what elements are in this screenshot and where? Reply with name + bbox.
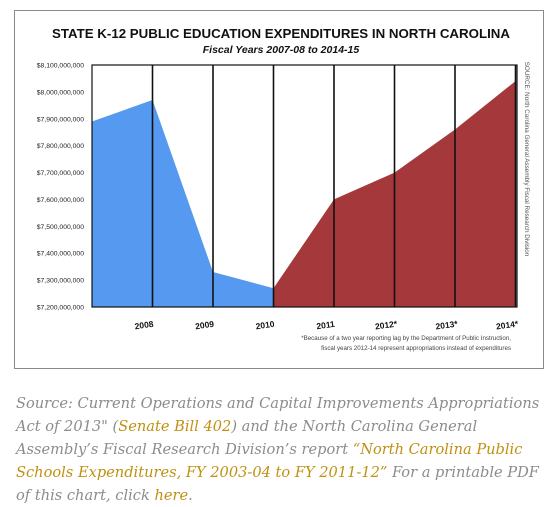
y-tick-label: $7,600,000,000 xyxy=(37,197,84,204)
source-note: SOURCE: North Carolina General Assembly … xyxy=(523,62,530,257)
y-tick-label: $7,300,000,000 xyxy=(37,278,84,285)
y-tick-label: $7,700,000,000 xyxy=(37,170,84,177)
x-tick-label: 2010 xyxy=(255,319,275,332)
y-axis: $7,200,000,000 $7,300,000,000 $7,400,000,0… xyxy=(37,63,84,312)
x-tick-label: 2011 xyxy=(316,319,336,332)
plot-area xyxy=(92,65,517,307)
footnote-line-1: *Because of a two year reporting lag by … xyxy=(301,335,511,342)
y-tick-label: $8,000,000,000 xyxy=(37,89,84,96)
caption-text-4: . xyxy=(188,487,193,504)
chart-svg: STATE K-12 PUBLIC EDUCATION EXPENDITURES… xyxy=(15,11,543,368)
x-axis: 2008 2009 2010 2011 2012* 2013* 2014* xyxy=(134,318,519,331)
senate-bill-link[interactable]: Senate Bill 402 xyxy=(118,418,231,435)
x-tick-label: 2008 xyxy=(134,319,154,332)
y-tick-label: $7,500,000,000 xyxy=(37,224,84,231)
chart-frame: STATE K-12 PUBLIC EDUCATION EXPENDITURES… xyxy=(14,10,544,369)
y-tick-label: $7,200,000,000 xyxy=(37,305,84,312)
x-tick-label: 2009 xyxy=(195,319,215,332)
y-tick-label: $7,400,000,000 xyxy=(37,251,84,258)
chart-title: STATE K-12 PUBLIC EDUCATION EXPENDITURES… xyxy=(52,26,510,41)
pdf-here-link[interactable]: here xyxy=(154,487,188,504)
y-tick-label: $8,100,000,000 xyxy=(37,63,84,70)
y-tick-label: $7,900,000,000 xyxy=(37,116,84,123)
x-tick-label: 2013* xyxy=(435,318,459,331)
chart-subtitle: Fiscal Years 2007-08 to 2014-15 xyxy=(203,44,360,56)
x-tick-label: 2014* xyxy=(495,318,519,331)
caption: Source: Current Operations and Capital I… xyxy=(16,392,546,507)
footnote-line-2: fiscal years 2012-14 represent appropria… xyxy=(321,345,511,352)
x-tick-label: 2012* xyxy=(374,318,398,331)
y-tick-label: $7,800,000,000 xyxy=(37,143,84,150)
